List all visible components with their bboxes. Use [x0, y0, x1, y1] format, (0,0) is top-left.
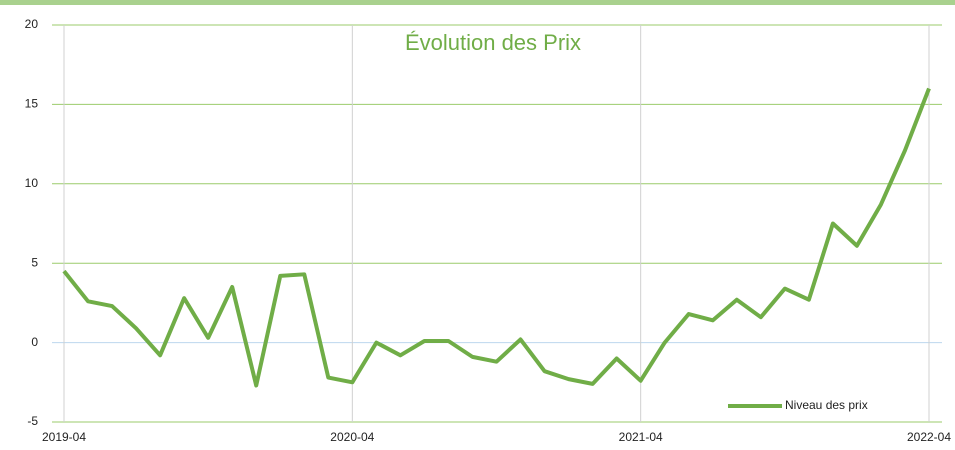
top-strip [0, 0, 955, 5]
x-tick-label: 2019-04 [42, 430, 86, 444]
y-tick-label: 10 [25, 176, 39, 190]
y-tick-label: -5 [27, 414, 38, 428]
x-tick-label: 2020-04 [330, 430, 374, 444]
y-tick-label: 15 [25, 97, 39, 111]
x-tick-label: 2021-04 [619, 430, 663, 444]
line-series [62, 87, 931, 388]
x-tick-label: 2022-04 [907, 430, 951, 444]
y-tick-label: 0 [31, 335, 38, 349]
chart-title: Évolution des Prix [405, 30, 581, 55]
legend-label: Niveau des prix [785, 398, 868, 412]
y-tick-label: 20 [25, 17, 39, 31]
y-tick-label: 5 [31, 255, 38, 269]
